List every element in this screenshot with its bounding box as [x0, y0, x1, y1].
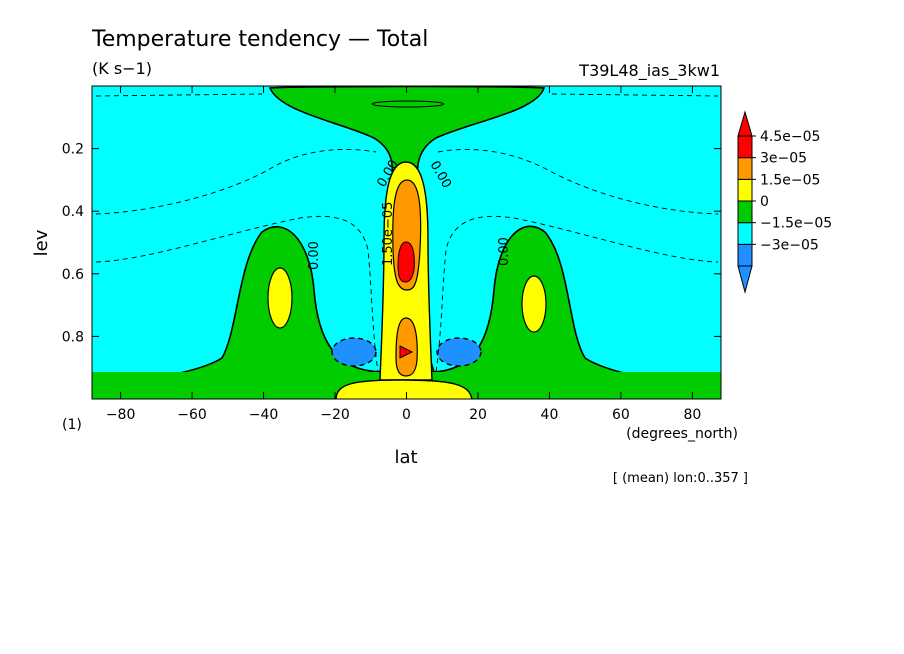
- colorbar-label: 0: [760, 194, 769, 210]
- colorbar-min-arrow: [737, 265, 753, 294]
- contour-line-dashed-mid: [95, 215, 719, 373]
- colorbar-swatch: [737, 178, 753, 202]
- contour-line-dashed-upper: [95, 148, 719, 215]
- x-tick-label: 40: [541, 407, 559, 423]
- contour-line-top-core: [371, 100, 445, 108]
- contour-fill-blue-left: [331, 337, 377, 367]
- colorbar-label: 3e−05: [760, 151, 807, 167]
- x-tick-label: 60: [612, 407, 630, 423]
- colorbar-label: −1.5e−05: [760, 216, 832, 232]
- contour-fill-blue-right: [436, 337, 482, 367]
- x-tick-label: −80: [106, 407, 136, 423]
- y-axis-label: lev: [31, 229, 52, 256]
- colorbar-swatch: [737, 157, 753, 180]
- contour-label: 1.50e−05: [381, 202, 396, 266]
- x-units-label: (degrees_north): [626, 426, 738, 442]
- contour-label: 0.00: [307, 241, 322, 270]
- colorbar-label: 1.5e−05: [760, 172, 820, 188]
- x-tick-label: 20: [469, 407, 487, 423]
- x-axis-label: lat: [394, 447, 417, 468]
- colorbar-swatch: [737, 200, 753, 224]
- colorbar-label: 4.5e−05: [760, 129, 820, 145]
- contour-fill-orange-lower: [395, 317, 418, 377]
- colorbar: 4.5e−05 3e−05 1.5e−05 0 −1.5e−05 −3e−05: [737, 110, 832, 294]
- y-axis-ticks: 0.2 0.4 0.6 0.8: [62, 142, 721, 345]
- contour-fill-yellow-base: [335, 379, 473, 399]
- contour-fill-yellow-right-island: [521, 275, 547, 333]
- y-tick-label: 0.2: [62, 142, 84, 158]
- x-tick-label: 0: [402, 407, 411, 423]
- units-label: (K s−1): [92, 59, 152, 78]
- chart-title: Temperature tendency — Total: [91, 27, 428, 52]
- x-tick-label: 80: [683, 407, 701, 423]
- y-tick-label: 0.6: [62, 267, 84, 283]
- colorbar-label: −3e−05: [760, 237, 819, 253]
- x-tick-label: −40: [249, 407, 279, 423]
- y-units-label: (1): [62, 417, 82, 433]
- colorbar-swatch: [737, 135, 753, 159]
- colorbar-max-arrow: [737, 110, 753, 137]
- colorbar-swatch: [737, 222, 753, 245]
- y-tick-label: 0.8: [62, 329, 84, 345]
- contour-line-dashed-top: [95, 93, 719, 97]
- x-axis-ticks: −80 −60 −40 −20 0 20 40 60 80: [106, 86, 701, 423]
- contour-field: [92, 86, 721, 399]
- run-label: T39L48_ias_3kw1: [578, 61, 720, 81]
- contour-fill-red-upper: [397, 241, 415, 283]
- contour-label: 0.00: [497, 237, 512, 266]
- footnote: [ (mean) lon:0..357 ]: [613, 471, 748, 486]
- contour-fill-yellow-left-island: [267, 267, 293, 329]
- y-tick-label: 0.4: [62, 204, 84, 220]
- x-tick-label: −60: [177, 407, 207, 423]
- colorbar-swatch: [737, 243, 753, 267]
- x-tick-label: −20: [320, 407, 350, 423]
- contour-fill-red-lower: [399, 345, 414, 359]
